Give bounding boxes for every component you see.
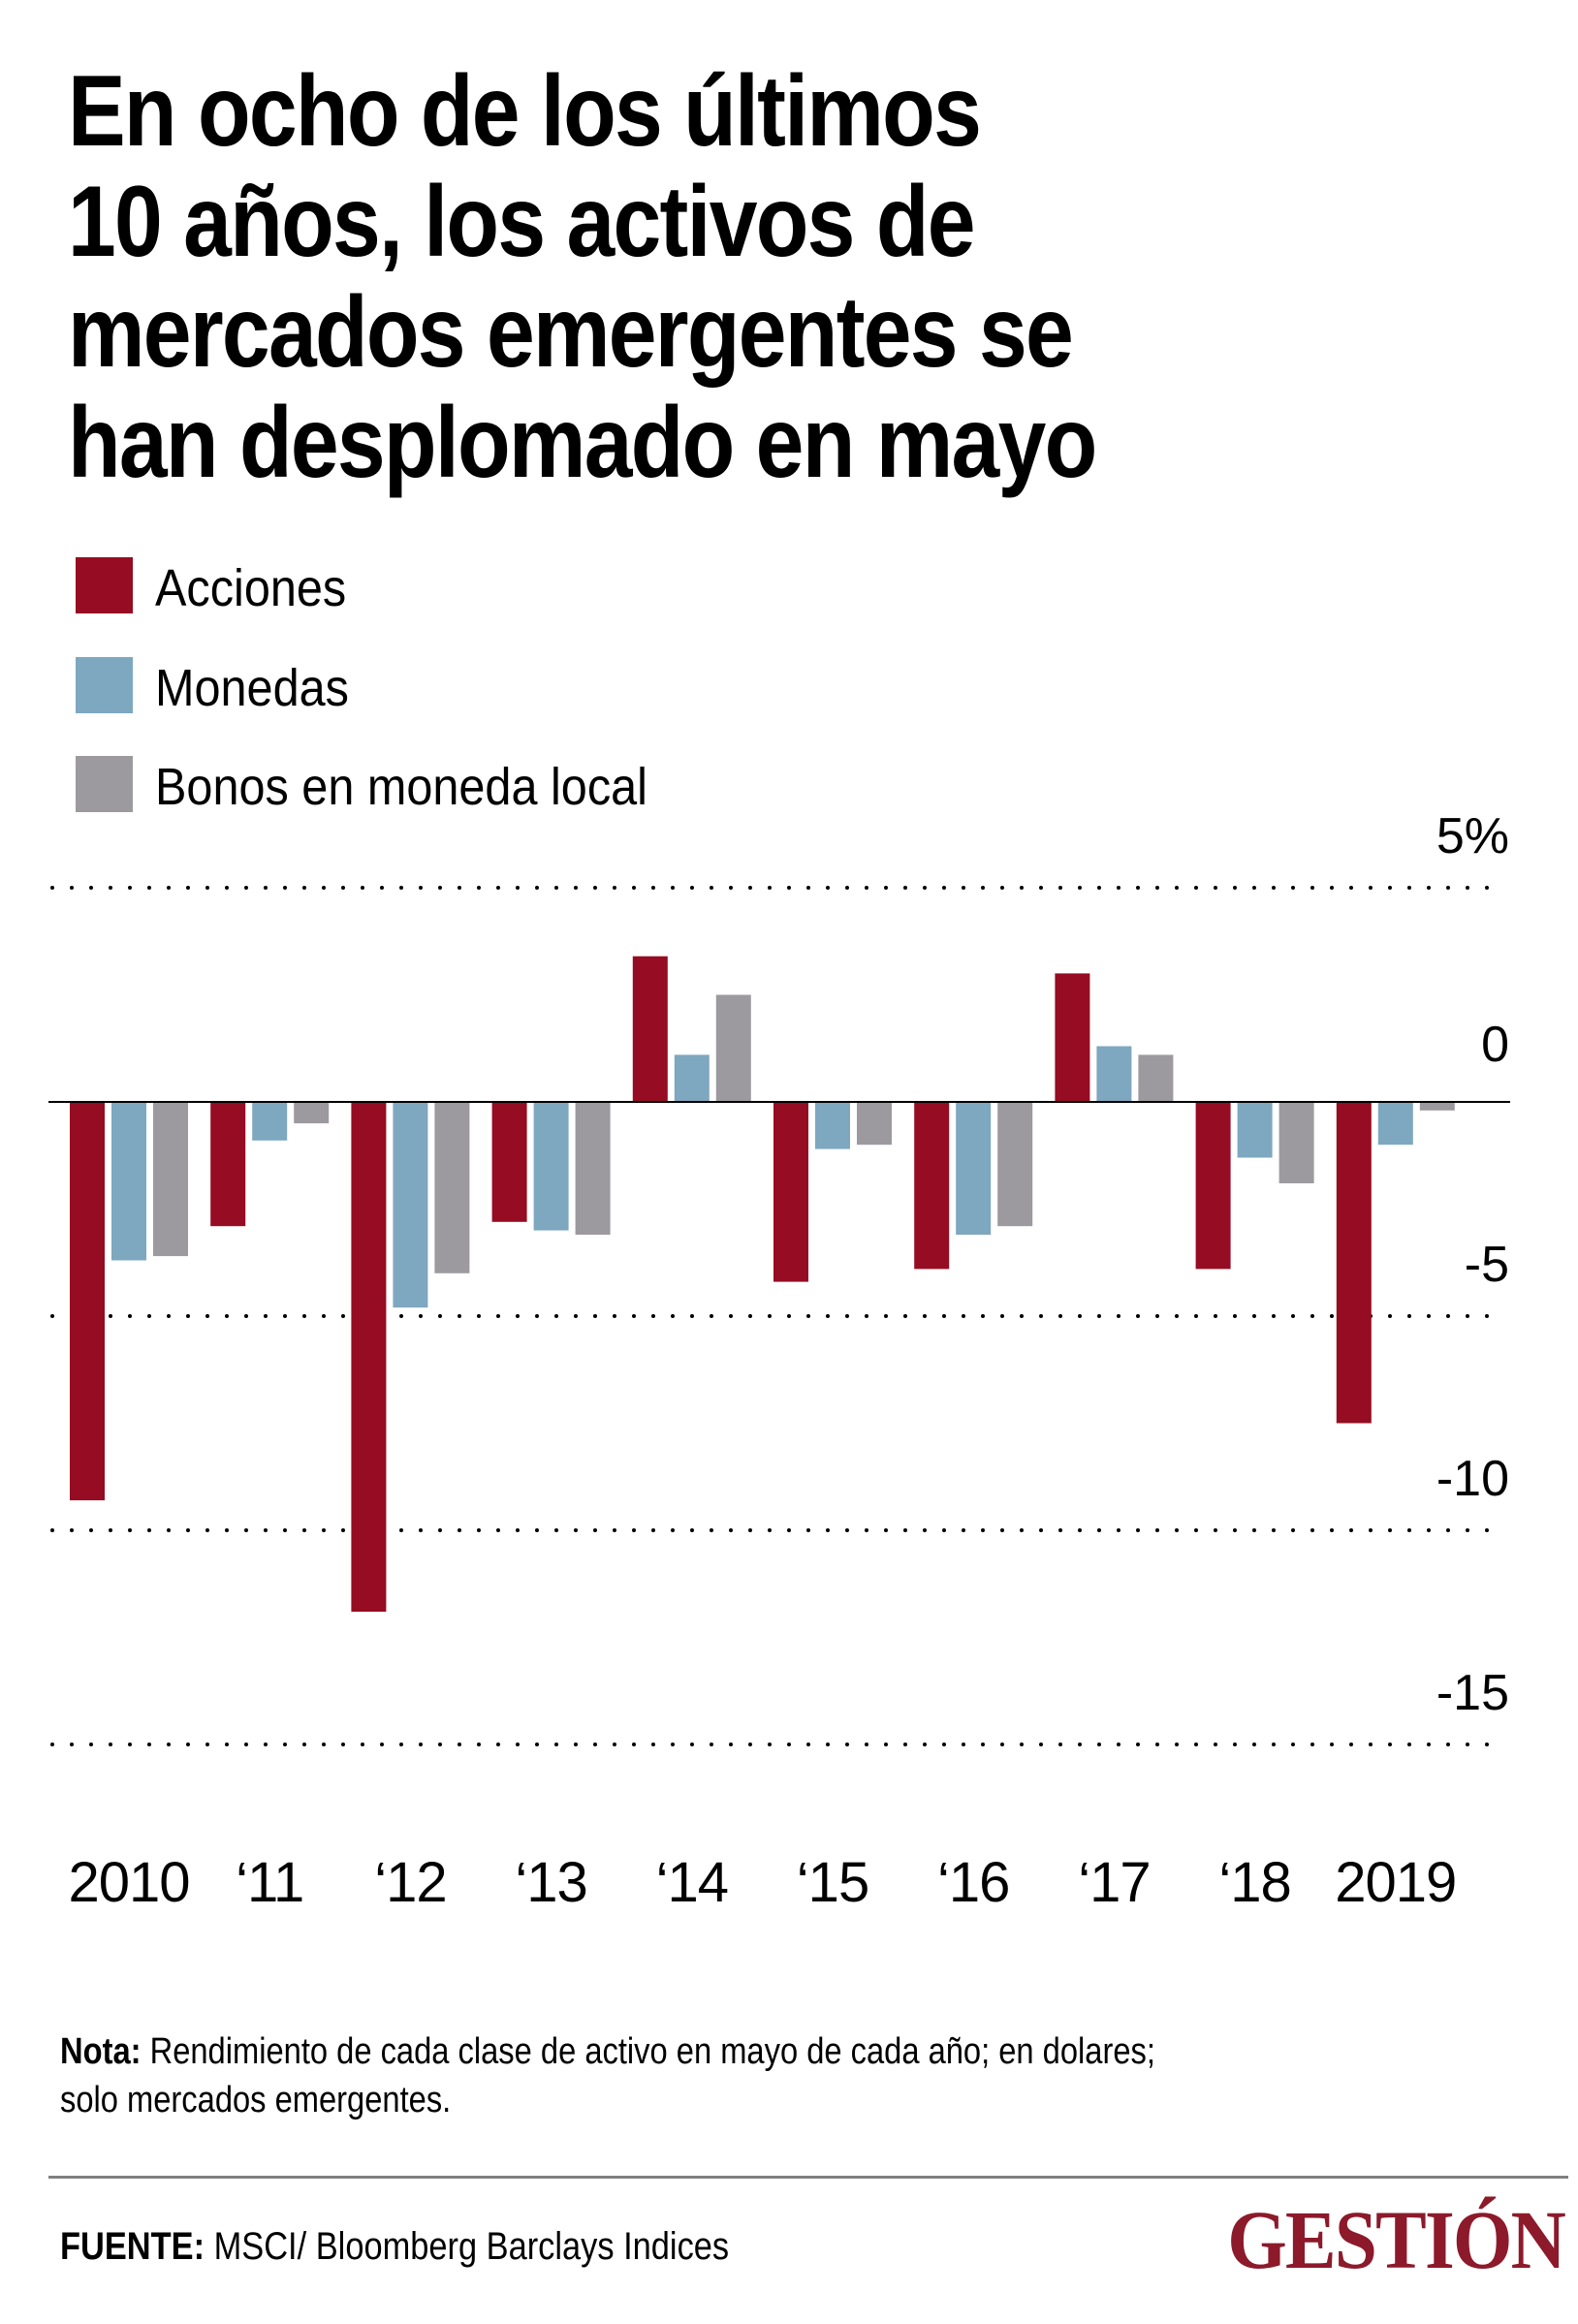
bar-acciones-3 bbox=[491, 1102, 527, 1222]
legend-label: Bonos en moneda local bbox=[155, 758, 647, 816]
bar-bonos-8 bbox=[1278, 1102, 1314, 1183]
bar-acciones-7 bbox=[1055, 973, 1090, 1102]
bar-acciones-5 bbox=[773, 1102, 808, 1282]
x-tick-label: ‘16 bbox=[937, 1851, 1009, 1914]
note-label: Nota: bbox=[60, 2031, 142, 2072]
legend-swatch-bonos bbox=[76, 756, 133, 812]
bar-bonos-9 bbox=[1419, 1102, 1455, 1111]
bar-acciones-1 bbox=[210, 1102, 246, 1227]
bar-monedas-8 bbox=[1237, 1102, 1273, 1158]
x-tick-label: 2010 bbox=[68, 1851, 189, 1914]
title-line: mercados emergentes se bbox=[68, 276, 1074, 389]
gridlines bbox=[50, 886, 1504, 1746]
x-tick-label: ‘13 bbox=[515, 1851, 586, 1914]
title-line: han desplomado en mayo bbox=[68, 387, 1097, 499]
note: Nota: Rendimiento de cada clase de activ… bbox=[60, 2027, 1155, 2124]
x-axis-labels: 2010 ‘11 ‘12 ‘13 ‘14 ‘15 ‘16 ‘17 ‘18 2019 bbox=[68, 1851, 1457, 1914]
source-text: MSCI/ Bloomberg Barclays Indices bbox=[205, 2225, 730, 2268]
source: FUENTE: MSCI/ Bloomberg Barclays Indices bbox=[60, 2222, 729, 2271]
x-tick-label: 2019 bbox=[1335, 1851, 1456, 1914]
bar-monedas-3 bbox=[533, 1102, 569, 1231]
title-line: En ocho de los últimos bbox=[68, 55, 982, 168]
x-tick-label: ‘18 bbox=[1218, 1851, 1290, 1914]
bar-monedas-1 bbox=[252, 1102, 288, 1141]
bar-bonos-1 bbox=[294, 1102, 330, 1124]
x-tick-label: ‘17 bbox=[1078, 1851, 1150, 1914]
bar-acciones-0 bbox=[70, 1102, 105, 1501]
note-line-2: solo mercados emergentes. bbox=[60, 2080, 452, 2120]
x-tick-label: ‘12 bbox=[374, 1851, 446, 1914]
bar-acciones-6 bbox=[914, 1102, 950, 1270]
bar-bonos-6 bbox=[997, 1102, 1033, 1227]
bar-acciones-9 bbox=[1336, 1102, 1372, 1424]
y-axis-labels: 5% 0 -5 -10 -15 bbox=[1436, 808, 1509, 1721]
y-tick-label: -10 bbox=[1436, 1451, 1509, 1507]
x-tick-label: ‘14 bbox=[656, 1851, 728, 1914]
y-tick-label: -5 bbox=[1465, 1237, 1509, 1293]
bars bbox=[70, 956, 1455, 1612]
bar-monedas-6 bbox=[956, 1102, 992, 1235]
bar-acciones-2 bbox=[351, 1102, 387, 1612]
legend-swatch-acciones bbox=[76, 557, 133, 613]
bar-acciones-4 bbox=[632, 956, 668, 1102]
note-text: Rendimiento de cada clase de activo en m… bbox=[141, 2031, 1155, 2072]
bar-monedas-4 bbox=[674, 1054, 710, 1102]
gestion-logo: GESTIÓN bbox=[1227, 2193, 1566, 2286]
x-tick-label: ‘15 bbox=[797, 1851, 868, 1914]
bar-monedas-7 bbox=[1096, 1046, 1132, 1102]
legend-label: Acciones bbox=[155, 559, 347, 617]
legend-swatch-monedas bbox=[76, 657, 133, 713]
title-line: 10 años, los activos de bbox=[68, 166, 975, 278]
y-tick-label: -15 bbox=[1436, 1665, 1509, 1721]
y-tick-label: 0 bbox=[1481, 1017, 1509, 1073]
note-line-1: Nota: Rendimiento de cada clase de activ… bbox=[60, 2027, 1155, 2076]
source-label: FUENTE: bbox=[60, 2225, 205, 2268]
bar-bonos-4 bbox=[715, 994, 751, 1102]
bar-bonos-3 bbox=[575, 1102, 611, 1235]
footer-divider bbox=[48, 2176, 1568, 2179]
bar-acciones-8 bbox=[1195, 1102, 1231, 1270]
bar-monedas-0 bbox=[111, 1102, 146, 1261]
bar-monedas-9 bbox=[1377, 1102, 1413, 1146]
bar-bonos-5 bbox=[857, 1102, 892, 1146]
legend-label: Monedas bbox=[155, 659, 349, 717]
bar-bonos-0 bbox=[153, 1102, 188, 1257]
bar-monedas-2 bbox=[393, 1102, 428, 1308]
bar-bonos-7 bbox=[1138, 1054, 1174, 1102]
x-tick-label: ‘11 bbox=[236, 1851, 303, 1914]
chart-title: En ocho de los últimos 10 años, los acti… bbox=[68, 56, 1318, 498]
bar-monedas-5 bbox=[815, 1102, 850, 1149]
y-tick-label: 5% bbox=[1436, 808, 1509, 864]
bar-bonos-2 bbox=[434, 1102, 470, 1273]
